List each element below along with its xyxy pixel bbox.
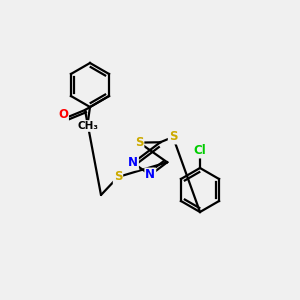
Text: S: S [169,130,177,143]
Text: S: S [114,170,122,184]
Text: Cl: Cl [194,145,206,158]
Text: N: N [145,169,155,182]
Text: N: N [128,156,138,170]
Text: CH₃: CH₃ [77,121,98,131]
Text: O: O [58,109,68,122]
Text: S: S [135,136,143,149]
